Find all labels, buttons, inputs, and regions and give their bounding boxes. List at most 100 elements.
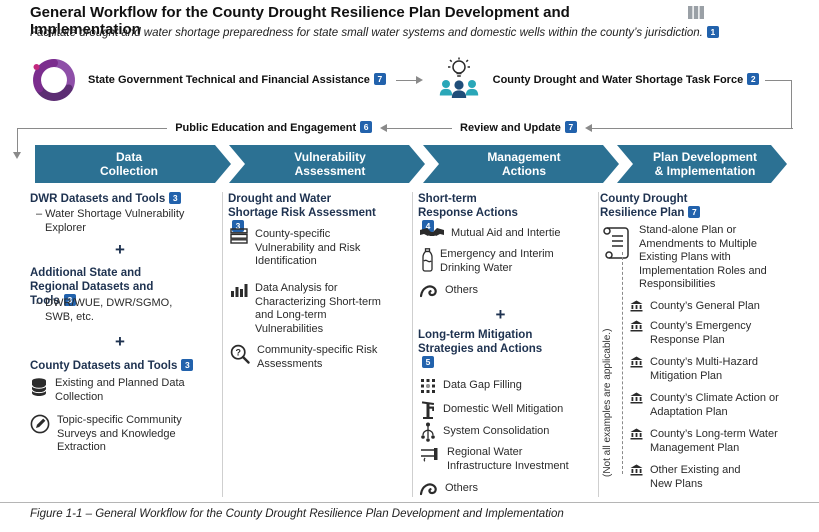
rotated-note: (Not all examples are applicable.)	[602, 328, 613, 477]
header-text: County Datasets and Tools	[30, 360, 178, 372]
phase-vulnerability-assessment: Vulnerability Assessment	[229, 145, 425, 183]
subtitle-text: Facilitate drought and water shortage pr…	[30, 27, 703, 39]
columns-icon[interactable]	[688, 6, 704, 19]
plan-list-item: County’s Climate Action or Adaptation Pl…	[630, 392, 790, 419]
building-icon	[630, 392, 643, 404]
handshake-icon	[420, 228, 444, 236]
ref-badge-7a: 7	[373, 73, 386, 85]
plan-list-item: Other Existing and New Plans	[630, 464, 790, 491]
phase-management-actions: Management Actions	[423, 145, 619, 183]
item-text: Community-specific Risk Assessments	[257, 344, 378, 370]
ref-badge-1: 1	[706, 26, 719, 38]
task-force-icon	[439, 57, 478, 98]
connector-line-top-right	[765, 79, 793, 81]
ref-badge-2: 2	[747, 73, 760, 85]
item-text: County’s Long-term Water Management Plan	[650, 428, 778, 454]
caption-divider	[0, 502, 819, 503]
col3-item-regional-infrastructure: Regional Water Infrastructure Investment	[420, 446, 592, 473]
left-arrowhead-icon	[380, 124, 388, 132]
wave-swirl-icon	[420, 483, 437, 496]
item-text: Existing and Planned Data Collection	[55, 377, 185, 403]
state-assistance-label: State Government Technical and Financial…	[88, 73, 386, 86]
plus-connector: +	[115, 240, 125, 259]
item-text: County’s General Plan	[650, 300, 760, 312]
connector-left-vertical	[17, 128, 18, 153]
phase-line1: Management	[487, 150, 561, 164]
item-text: Regional Water Infrastructure Investment	[447, 446, 569, 472]
ref-badge-6: 6	[360, 121, 373, 133]
review-update-label: Review and Update 7	[460, 121, 577, 134]
col2-item-data-analysis: Data Analysis for Characterizing Short-t…	[230, 282, 405, 336]
col3-item-mutual-aid: Mutual Aid and Intertie	[420, 227, 592, 241]
col3-item-system-consolidation: System Consolidation	[420, 422, 592, 442]
down-arrowhead-icon	[13, 152, 21, 159]
ref-badge-3b: 3	[63, 294, 76, 306]
phase-line1: Vulnerability	[294, 150, 366, 164]
item-text: Stand-alone Plan or Amendments to Multip…	[639, 224, 767, 290]
feedback-line-mid	[387, 127, 453, 129]
ref-badge-7c: 7	[688, 206, 701, 218]
survey-pencil-icon	[30, 414, 50, 434]
building-icon	[630, 428, 643, 440]
col4-header-resilience-plan: County Drought Resilience Plan 7	[600, 192, 740, 220]
figure-subtitle: Facilitate drought and water shortage pr…	[30, 26, 790, 39]
col1-item-explorer: – Water Shortage Vulnerability Explorer	[36, 208, 185, 234]
item-text: County-specific Vulnerability and Risk I…	[255, 228, 361, 267]
col1-header-county: County Datasets and Tools 3	[30, 359, 215, 373]
top-flow-row: State Government Technical and Financial…	[30, 54, 793, 106]
flow-arrow-right	[395, 76, 423, 84]
col3-item-others-long: Others	[420, 482, 592, 496]
phase-line2: Collection	[99, 164, 158, 178]
item-text: Data Analysis for Characterizing Short-t…	[255, 282, 381, 335]
item-text: County’s Multi-Hazard Mitigation Plan	[650, 356, 759, 382]
col2-item-community-risk: ? Community-specific Risk Assessments	[230, 344, 405, 371]
column-divider	[222, 192, 223, 497]
network-icon	[421, 422, 435, 442]
phase-data-collection: Data Collection	[35, 145, 231, 183]
plan-list-item: County’s Long-term Water Management Plan	[630, 428, 790, 455]
figure-caption: Figure 1-1 – General Workflow for the Co…	[30, 508, 564, 520]
column-divider	[412, 192, 413, 497]
cycle-arrows-icon	[33, 59, 75, 101]
col4-item-standalone-plan: Stand-alone Plan or Amendments to Multip…	[602, 224, 794, 292]
header-text: Long-term Mitigation Strategies and Acti…	[418, 329, 543, 355]
item-text: Others	[445, 482, 479, 495]
scroll-plan-icon	[603, 227, 629, 259]
header-text: Additional State and Regional Datasets a…	[30, 267, 154, 307]
header-text: DWR Datasets and Tools	[30, 193, 166, 205]
col1-item-surveys: Topic-specific Community Surveys and Kno…	[30, 414, 220, 455]
feedback-line-right	[591, 127, 793, 129]
item-text: Mutual Aid and Intertie	[451, 227, 561, 240]
item-text: Other Existing and New Plans	[650, 464, 741, 490]
right-arrowhead-icon	[415, 76, 423, 84]
task-force-text: County Drought and Water Shortage Task F…	[492, 74, 744, 86]
left-arrowhead-icon	[584, 124, 592, 132]
col1-item-agencies: – DWR/WUE, DWR/SGMO, SWB, etc.	[36, 297, 173, 323]
layers-icon	[230, 228, 248, 244]
item-text: Topic-specific Community Surveys and Kno…	[57, 414, 182, 453]
plan-connector-dashed-line	[622, 252, 623, 474]
ref-badge-7b: 7	[564, 121, 577, 133]
public-education-label: Public Education and Engagement 6	[175, 121, 373, 134]
wave-swirl-icon	[420, 285, 437, 298]
connector-right-vertical	[791, 80, 792, 128]
item-text: Others	[445, 284, 479, 297]
phase-line2: & Implementation	[654, 164, 756, 178]
well-pump-icon	[421, 401, 435, 419]
col3-item-emergency-water: Emergency and Interim Drinking Water	[422, 248, 594, 275]
col3-header-long-term: Long-term Mitigation Strategies and Acti…	[418, 328, 553, 370]
phase-plan-development: Plan Development & Implementation	[617, 145, 787, 183]
col1-header-dwr: DWR Datasets and Tools 3	[30, 192, 210, 206]
flow-line	[395, 79, 416, 81]
bar-chart-icon	[231, 284, 248, 297]
item-text: County’s Climate Action or Adaptation Pl…	[650, 392, 779, 418]
phase-line2: Actions	[501, 164, 546, 178]
column-divider	[598, 192, 599, 497]
col2-item-risk-identification: County-specific Vulnerability and Risk I…	[230, 228, 405, 269]
feedback-line-left	[18, 127, 168, 129]
col3-item-domestic-well: Domestic Well Mitigation	[420, 400, 592, 420]
header-text: Short-term Response Actions	[418, 193, 518, 219]
col1-item-existing-data: Existing and Planned Data Collection	[30, 377, 220, 404]
review-update-text: Review and Update	[460, 122, 561, 134]
ref-badge-5: 5	[422, 356, 434, 368]
